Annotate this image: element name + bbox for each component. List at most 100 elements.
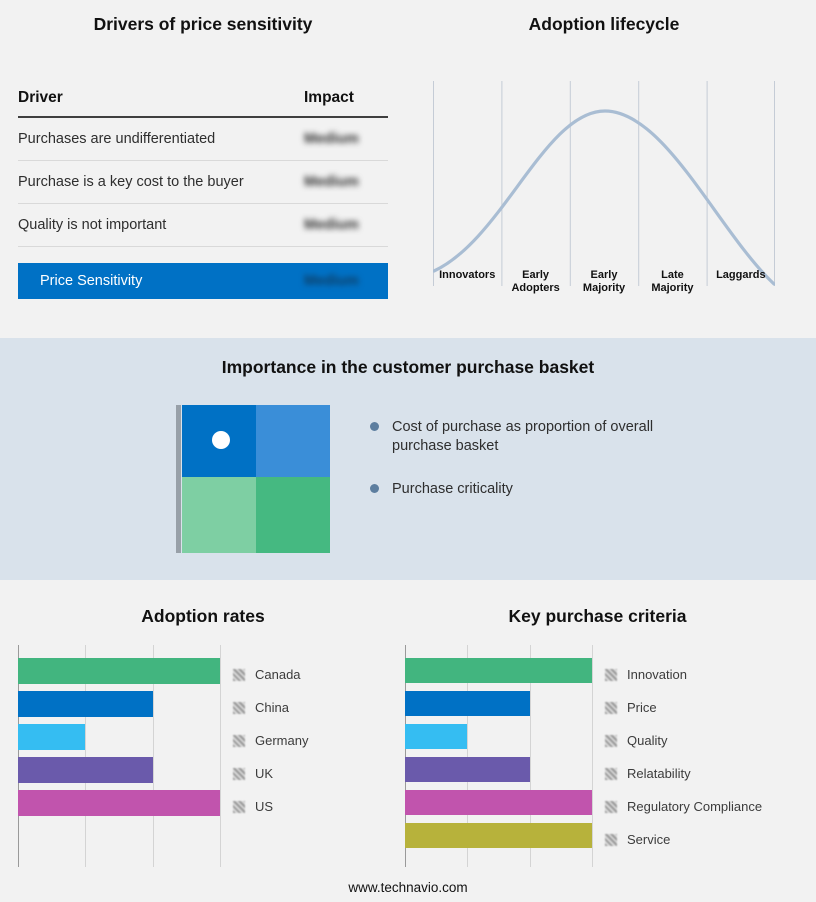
price-sensitivity-row: Price Sensitivity Medium — [18, 263, 388, 299]
bar-row — [18, 757, 220, 790]
legend-item-china: China — [233, 691, 308, 724]
bar-canada — [18, 658, 220, 684]
impact-cell-blurred: Medium — [304, 131, 359, 147]
impact-cell-blurred: Medium — [304, 174, 359, 190]
adoption-rates-chart: Adoption rates Canada China Germany UK US — [18, 606, 388, 867]
quadrant-top-left — [182, 405, 256, 477]
purchase-basket-quadrant — [176, 405, 330, 553]
quadrant-top-right — [256, 405, 330, 477]
table-row: Quality is not important Medium — [18, 204, 388, 247]
column-header-impact: Impact — [304, 89, 354, 106]
legend-marker-icon — [233, 800, 245, 813]
quadrant-y-axis — [176, 405, 181, 553]
legend-item-service: Service — [605, 823, 762, 856]
bar-row — [405, 790, 592, 823]
gridline — [152, 645, 154, 867]
y-axis — [18, 645, 19, 867]
legend-marker-icon — [605, 701, 617, 714]
legend-item-innovation: Innovation — [605, 658, 762, 691]
lifecycle-gridlines — [433, 81, 775, 286]
legend-label: Germany — [255, 733, 309, 748]
adoption-rates-plot — [18, 645, 221, 867]
drivers-title: Drivers of price sensitivity — [93, 14, 313, 34]
y-axis — [405, 645, 406, 867]
purchase-basket-title: Importance in the customer purchase bask… — [221, 357, 595, 377]
price-sensitivity-label: Price Sensitivity — [40, 273, 143, 289]
driver-cell: Purchases are undifferentiated — [18, 131, 216, 147]
legend-label: Price — [627, 700, 657, 715]
legend-label: UK — [255, 766, 274, 781]
drivers-table: Driver Impact Purchases are undifferenti… — [18, 89, 388, 299]
legend-item-price: Price — [605, 691, 762, 724]
adoption-lifecycle-chart — [433, 81, 775, 286]
legend-item-relatability: Relatability — [605, 757, 762, 790]
bar-regulatory-compliance — [405, 790, 592, 815]
adoption-lifecycle-section: Adoption lifecycle Innovators Early Adop… — [433, 14, 775, 295]
bar-germany — [18, 724, 86, 750]
bar-row — [18, 658, 220, 691]
bar-price — [405, 691, 530, 716]
table-row: Purchase is a key cost to the buyer Medi… — [18, 161, 388, 204]
legend-marker-icon — [605, 800, 617, 813]
legend-marker-icon — [233, 734, 245, 747]
legend-marker-icon — [233, 668, 245, 681]
bar-row — [405, 724, 592, 757]
drivers-of-price-sensitivity-section: Drivers of price sensitivity Driver Impa… — [18, 14, 388, 299]
quadrant-bottom-left — [182, 477, 256, 553]
quadrant-grid — [182, 405, 330, 553]
drivers-table-header: Driver Impact — [18, 89, 388, 118]
gridline — [85, 645, 87, 867]
bar-relatability — [405, 757, 530, 782]
legend-label: US — [255, 799, 274, 814]
bell-curve-line — [433, 109, 775, 286]
legend-marker-icon — [605, 668, 617, 681]
adoption-rates-title: Adoption rates — [141, 606, 265, 626]
legend-marker-icon — [233, 767, 245, 780]
lifecycle-stage-labels: Innovators Early Adopters Early Majority… — [433, 269, 775, 295]
bar-row — [18, 724, 220, 757]
legend-item-regulatory-compliance: Regulatory Compliance — [605, 790, 762, 823]
impact-cell-blurred: Medium — [304, 217, 359, 233]
impact-cell-blurred: Medium — [304, 273, 359, 289]
key-purchase-criteria-plot — [405, 645, 593, 867]
key-purchase-criteria-chart: Key purchase criteria Innovation Price Qua… — [405, 606, 790, 867]
gridline — [592, 645, 593, 867]
legend-label: Quality — [627, 733, 668, 748]
purchase-basket-section: Importance in the customer purchase bask… — [0, 338, 816, 580]
bar-us — [18, 790, 220, 816]
bar-service — [405, 823, 592, 848]
driver-cell: Purchase is a key cost to the buyer — [18, 174, 244, 190]
legend-item-canada: Canada — [233, 658, 308, 691]
stage-label-late-majority: Late Majority — [651, 269, 694, 295]
legend-label: Relatability — [627, 766, 691, 781]
legend-label: Service — [627, 832, 671, 847]
lifecycle-title: Adoption lifecycle — [528, 14, 680, 34]
bar-row — [405, 691, 592, 724]
bar-row — [18, 691, 220, 724]
legend-item-uk: UK — [233, 757, 308, 790]
gridline — [220, 645, 221, 867]
legend-label: China — [255, 700, 289, 715]
column-header-driver: Driver — [18, 89, 63, 106]
quadrant-bottom-right — [256, 477, 330, 553]
bar-row — [405, 658, 592, 691]
legend-marker-icon — [605, 833, 617, 846]
position-dot-icon — [212, 431, 230, 449]
legend-item-quality: Quality — [605, 724, 762, 757]
stage-label-early-majority: Early Majority — [582, 269, 626, 295]
bar-innovation — [405, 658, 592, 683]
stage-label-early-adopters: Early Adopters — [511, 269, 560, 295]
bar-row — [405, 823, 592, 856]
key-purchase-criteria-title: Key purchase criteria — [508, 606, 687, 626]
driver-cell: Quality is not important — [18, 217, 167, 233]
legend-marker-icon — [605, 767, 617, 780]
key-purchase-criteria-legend: Innovation Price Quality Relatability Regula… — [605, 645, 762, 867]
bullet-item: Purchase criticality — [370, 480, 660, 499]
website-footer: www.technavio.com — [348, 880, 468, 895]
bar-uk — [18, 757, 153, 783]
legend-marker-icon — [233, 701, 245, 714]
bar-row — [405, 757, 592, 790]
legend-label: Regulatory Compliance — [627, 799, 763, 814]
bar-row — [18, 790, 220, 823]
gridline — [467, 645, 469, 867]
